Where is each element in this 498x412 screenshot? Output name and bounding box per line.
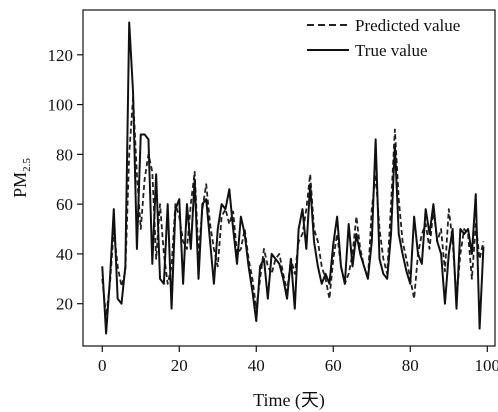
x-tick-label: 60 <box>325 356 342 375</box>
plot-frame <box>82 9 496 347</box>
x-axis-title: Time (天) <box>253 390 325 411</box>
y-axis-title-main: PM <box>10 172 30 198</box>
series-layer <box>101 21 485 335</box>
x-tick-label: 80 <box>402 356 419 375</box>
y-axis-title-sub: 2.5 <box>21 158 33 172</box>
y-axis-title: PM2.5 <box>10 158 33 198</box>
svg-text:PM2.5: PM2.5 <box>10 158 33 198</box>
y-tick-label: 100 <box>48 96 74 115</box>
legend-label-predicted: Predicted value <box>355 16 460 35</box>
x-tick-label: 100 <box>475 356 498 375</box>
x-tick-label: 0 <box>98 356 107 375</box>
series-line-true <box>101 21 485 335</box>
y-tick-label: 120 <box>48 46 74 65</box>
series-line-predicted <box>101 96 485 318</box>
y-tick-label: 40 <box>56 245 73 264</box>
legend-label-true: True value <box>355 41 428 60</box>
x-tick-label: 20 <box>171 356 188 375</box>
y-tick-label: 80 <box>56 145 73 164</box>
legend: Predicted value True value <box>307 16 460 60</box>
axis-ticks: 0 20 40 60 80 100 20 40 60 80 100 120 <box>48 46 498 375</box>
y-tick-label: 60 <box>56 195 73 214</box>
y-tick-label: 20 <box>56 295 73 314</box>
x-tick-label: 40 <box>248 356 265 375</box>
